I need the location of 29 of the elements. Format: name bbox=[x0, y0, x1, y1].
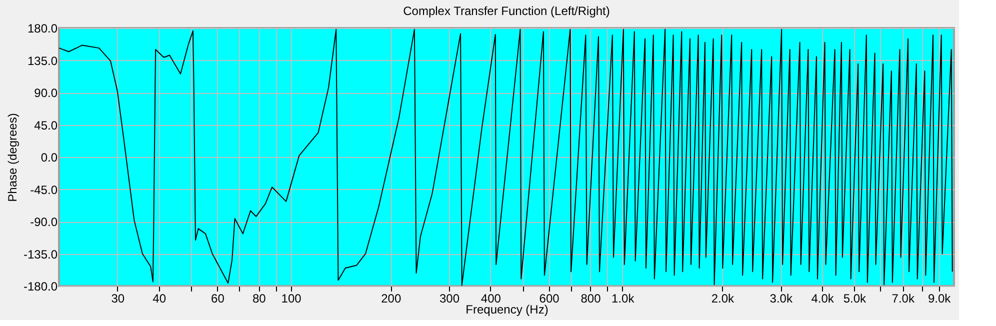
y-tick-label: -90.0 bbox=[30, 215, 58, 229]
y-tick-label: 180.0 bbox=[27, 22, 58, 36]
y-tick-label: -135.0 bbox=[23, 247, 58, 262]
x-tick-label: 9.0k bbox=[928, 292, 952, 306]
x-tick-label: 5.0k bbox=[843, 292, 868, 306]
x-tick-label: 300 bbox=[439, 292, 460, 306]
x-tick-label: 800 bbox=[580, 292, 602, 306]
y-tick-label: -180.0 bbox=[23, 280, 58, 294]
y-tick-label: 45.0 bbox=[34, 118, 58, 132]
y-tick-label: 135.0 bbox=[27, 54, 58, 68]
y-tick-label: -45.0 bbox=[30, 182, 58, 197]
x-tick-label: 100 bbox=[281, 292, 302, 306]
chart-title: Complex Transfer Function (Left/Right) bbox=[403, 4, 610, 18]
x-axis-title: Frequency (Hz) bbox=[466, 302, 548, 316]
x-tick-label: 60 bbox=[211, 292, 225, 306]
x-tick-label: 2.0k bbox=[711, 292, 736, 306]
y-tick-label: 90.0 bbox=[34, 86, 58, 100]
x-tick-label: 600 bbox=[539, 292, 560, 306]
x-tick-label: 7.0k bbox=[892, 292, 916, 306]
x-tick-label: 80 bbox=[252, 292, 266, 306]
y-tick-label: 0.0 bbox=[40, 150, 58, 164]
x-tick-label: 40 bbox=[152, 292, 166, 306]
x-tick-label: 400 bbox=[480, 292, 502, 306]
x-tick-label: 200 bbox=[381, 292, 402, 306]
y-axis-title: Phase (degrees) bbox=[5, 113, 20, 202]
x-tick-label: 30 bbox=[111, 292, 125, 306]
x-tick-label: 4.0k bbox=[811, 292, 835, 306]
x-tick-label: 3.0k bbox=[770, 292, 794, 306]
x-tick-label: 1.0k bbox=[612, 292, 636, 306]
